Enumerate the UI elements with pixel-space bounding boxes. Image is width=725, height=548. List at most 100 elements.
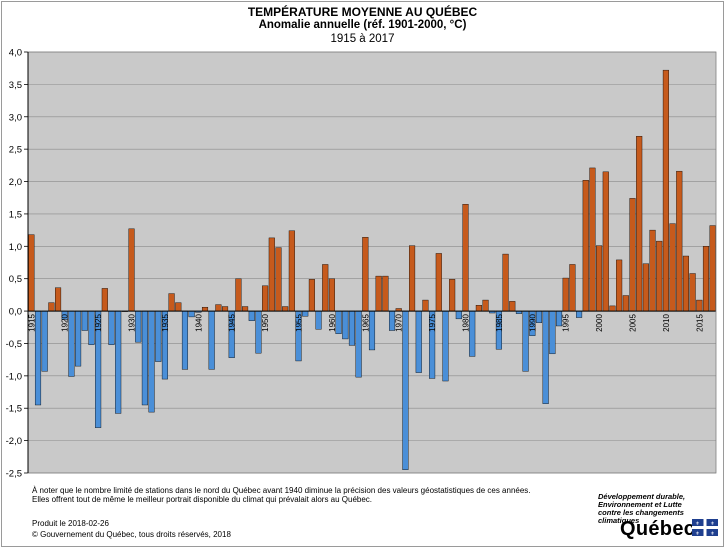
bar — [576, 310, 583, 318]
bar — [682, 255, 689, 312]
chart-title: TEMPÉRATURE MOYENNE AU QUÉBEC — [247, 5, 478, 19]
produced-date: Produit le 2018-02-26 — [32, 519, 109, 528]
bar — [201, 306, 209, 312]
bar — [28, 234, 35, 312]
bar — [108, 310, 115, 345]
bar — [75, 310, 82, 367]
bar — [589, 167, 596, 312]
x-tick-label: 1985 — [495, 314, 504, 332]
bar — [101, 288, 108, 312]
bar — [616, 259, 623, 312]
bar — [288, 230, 295, 312]
bar — [141, 310, 148, 406]
y-tick-label: 3,5 — [9, 80, 22, 91]
bar — [689, 273, 696, 312]
bar — [402, 310, 409, 470]
x-tick-label: 2000 — [595, 314, 604, 332]
quebec-logo-text: Québec — [620, 518, 696, 540]
svg-text:⚜: ⚜ — [710, 521, 714, 527]
footnote-line-1: À noter que le nombre limité de stations… — [32, 486, 531, 495]
bar — [596, 245, 603, 312]
bar — [542, 310, 549, 404]
bar — [322, 264, 329, 312]
x-tick-label: 2015 — [695, 314, 704, 332]
bar — [262, 285, 269, 312]
bar — [168, 293, 175, 312]
bar — [669, 223, 676, 312]
x-tick-label: 2010 — [662, 314, 671, 332]
footnote-line-2: Elles offrent tout de même le meilleur p… — [32, 495, 373, 504]
bar — [656, 240, 663, 312]
x-tick-label: 1940 — [194, 314, 203, 332]
bar — [435, 253, 442, 312]
bar — [181, 310, 189, 370]
bar — [175, 302, 182, 312]
bar — [55, 287, 62, 312]
bar — [415, 310, 422, 373]
bar — [248, 310, 255, 321]
bar — [41, 310, 48, 372]
y-tick-label: 1,5 — [9, 209, 22, 220]
y-tick-label: 0,0 — [9, 307, 22, 318]
y-tick-label: -2,5 — [6, 469, 22, 480]
x-tick-label: 1935 — [161, 314, 170, 332]
bar — [148, 310, 155, 413]
x-tick-label: 1945 — [228, 314, 237, 332]
x-tick-label: 1975 — [428, 314, 437, 332]
quebec-flag-icon: ⚜ ⚜ ⚜ ⚜ — [692, 519, 718, 536]
bar — [315, 310, 322, 330]
svg-text:⚜: ⚜ — [695, 531, 699, 536]
x-tick-label: 1920 — [61, 314, 70, 332]
chart-subtitle: Anomalie annuelle (réf. 1901-2000, °C) — [258, 19, 467, 31]
bar — [502, 253, 509, 312]
bar — [462, 204, 469, 312]
bar — [449, 279, 456, 312]
y-tick-label: -2,0 — [6, 436, 22, 447]
bar — [268, 237, 275, 312]
ministry-line: contre les changements — [598, 508, 684, 517]
x-tick-label: 1980 — [462, 314, 471, 332]
bar — [215, 304, 222, 312]
x-tick-label: 1930 — [128, 314, 137, 332]
chart-period: 1915 à 2017 — [330, 33, 395, 45]
y-tick-label: 0,5 — [9, 274, 22, 285]
ministry-line: climatiques — [598, 516, 640, 525]
x-tick-label: 1960 — [328, 314, 337, 332]
y-tick-label: 2,0 — [9, 177, 22, 188]
bar — [208, 310, 215, 370]
bar — [549, 310, 556, 355]
bar — [128, 228, 135, 312]
y-tick-label: 2,5 — [9, 145, 22, 156]
bar — [482, 299, 489, 312]
bar — [422, 299, 429, 312]
ministry-name: Développement durable, Environnement et … — [598, 493, 685, 525]
bar — [662, 69, 669, 312]
footnote: À noter que le nombre limité de stations… — [32, 486, 531, 504]
bar — [235, 278, 242, 312]
svg-text:⚜: ⚜ — [695, 521, 699, 527]
y-tick-label: 1,0 — [9, 242, 22, 253]
bar — [48, 302, 55, 312]
x-tick-label: 2005 — [629, 314, 638, 332]
x-tick-label: 1965 — [361, 314, 370, 332]
bar — [702, 246, 710, 312]
bar — [509, 301, 516, 312]
y-tick-label: 3,0 — [9, 112, 22, 123]
svg-text:⚜: ⚜ — [710, 531, 714, 536]
bar — [348, 310, 356, 346]
x-tick-label: 1995 — [562, 314, 571, 332]
bar — [696, 299, 703, 312]
bar — [622, 295, 629, 312]
bar — [709, 225, 716, 312]
bar — [328, 278, 335, 312]
y-tick-label: -0,5 — [6, 339, 22, 350]
bar — [382, 275, 389, 312]
y-tick-label: -1,0 — [6, 371, 22, 382]
y-tick-label: -1,5 — [6, 404, 22, 415]
bar — [562, 277, 569, 312]
bar — [375, 275, 382, 312]
x-tick-label: 1970 — [395, 314, 404, 332]
x-tick-label: 1955 — [295, 314, 304, 332]
bar — [609, 305, 616, 312]
